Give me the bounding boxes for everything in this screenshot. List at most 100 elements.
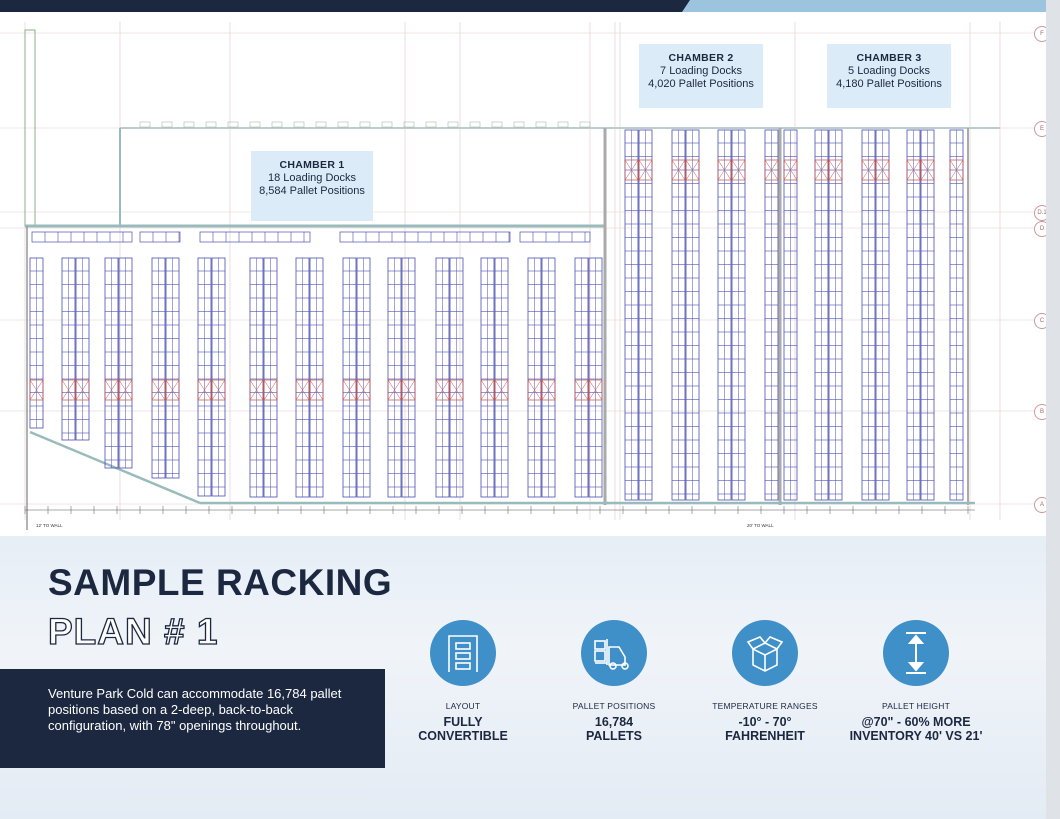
- rack-tunnel-cross: [75, 379, 90, 401]
- rack-row: [31, 231, 133, 243]
- rack-tunnel-cross: [527, 379, 542, 401]
- stat-value: INVENTORY 40' VS 21': [849, 729, 983, 743]
- dock-door: [227, 121, 239, 128]
- rack-tunnel-cross: [906, 159, 921, 181]
- description-box: Venture Park Cold can accommodate 16,784…: [0, 669, 385, 768]
- rack-tunnel: [671, 159, 686, 181]
- rack-tunnel: [165, 379, 180, 401]
- dock-door: [359, 121, 371, 128]
- floor-plan-drawing: [0, 22, 1034, 530]
- rack-tunnel-cross: [875, 159, 890, 181]
- rack-tunnel: [494, 379, 509, 401]
- rack-tunnel: [814, 159, 829, 181]
- page-title: SAMPLE RACKING: [48, 562, 393, 603]
- rack-tunnel: [435, 379, 450, 401]
- rack-tunnel: [295, 379, 310, 401]
- stat-value: CONVERTIBLE: [418, 729, 508, 743]
- rack-tunnel-cross: [263, 379, 278, 401]
- forklift-icon: [581, 620, 647, 686]
- dock-door: [579, 121, 591, 128]
- rack-tunnel-cross: [435, 379, 450, 401]
- chamber-3-label: CHAMBER 3 5 Loading Docks 4,180 Pallet P…: [827, 44, 951, 108]
- box-icon: [732, 620, 798, 686]
- stat-value: @70" - 60% MORE: [861, 715, 971, 729]
- rack-tunnel-cross: [151, 379, 166, 401]
- rack-tunnel: [75, 379, 90, 401]
- page-subtitle: PLAN # 1: [47, 610, 219, 652]
- stat-value: -10° - 70°: [738, 715, 792, 729]
- chamber-pallets: 4,020 Pallet Positions: [648, 78, 754, 90]
- chamber-docks: 5 Loading Docks: [848, 65, 930, 77]
- dock-door: [271, 121, 283, 128]
- rack-tunnel: [449, 379, 464, 401]
- rack-tunnel-cross: [309, 379, 324, 401]
- rack-tunnel-cross: [764, 159, 779, 181]
- rack-tunnel-cross: [295, 379, 310, 401]
- rack-tunnel: [783, 159, 798, 181]
- page-edge: [1046, 0, 1060, 819]
- dock-door: [469, 121, 481, 128]
- dock-door: [139, 121, 151, 128]
- rack-tunnel: [387, 379, 402, 401]
- rack-tunnel-cross: [588, 379, 603, 401]
- chamber-docks: 7 Loading Docks: [660, 65, 742, 77]
- rack-tunnel: [29, 379, 44, 401]
- rack-tunnel: [151, 379, 166, 401]
- rack-tunnel-cross: [165, 379, 180, 401]
- rack-tunnel: [61, 379, 76, 401]
- rack-tunnel: [875, 159, 890, 181]
- chamber-pallets: 8,584 Pallet Positions: [259, 185, 365, 197]
- rack-tunnel-cross: [814, 159, 829, 181]
- rack-tunnel-cross: [494, 379, 509, 401]
- stat-pallet-height: PALLET HEIGHT @70" - 60% MORE INVENTORY …: [841, 620, 991, 743]
- dock-door: [205, 121, 217, 128]
- rack-row: [519, 231, 591, 243]
- rack-tunnel: [401, 379, 416, 401]
- chamber-title: CHAMBER 3: [856, 52, 922, 64]
- rack-tunnel: [717, 159, 732, 181]
- rack-tunnel: [263, 379, 278, 401]
- dock-door: [293, 121, 305, 128]
- chamber-1-label: CHAMBER 1 18 Loading Docks 8,584 Pallet …: [251, 151, 373, 221]
- rack-tunnel: [731, 159, 746, 181]
- stat-value: FAHRENHEIT: [725, 729, 805, 743]
- dock-door: [425, 121, 437, 128]
- rack-tunnel: [356, 379, 371, 401]
- stat-label: LAYOUT: [445, 701, 481, 711]
- dock-door: [381, 121, 393, 128]
- rack-row: [199, 231, 311, 243]
- rack-tunnel: [624, 159, 639, 181]
- rack-tunnel-cross: [61, 379, 76, 401]
- rack-tunnel: [685, 159, 700, 181]
- rack-tunnel: [211, 379, 226, 401]
- rack-tunnel: [588, 379, 603, 401]
- stat-label: PALLET POSITIONS: [572, 701, 656, 711]
- dock-door: [337, 121, 349, 128]
- rack-tunnel-cross: [118, 379, 133, 401]
- rack-tunnel: [764, 159, 779, 181]
- rack-tunnel: [342, 379, 357, 401]
- rack-tunnel-cross: [401, 379, 416, 401]
- rack-tunnel-cross: [574, 379, 589, 401]
- rack-tunnel-cross: [356, 379, 371, 401]
- rack-tunnel-cross: [783, 159, 798, 181]
- rack-tunnel: [574, 379, 589, 401]
- dock-door: [249, 121, 261, 128]
- rack-tunnel-cross: [638, 159, 653, 181]
- header-accent: [682, 0, 1046, 12]
- dock-door: [557, 121, 569, 128]
- rack-tunnel-cross: [671, 159, 686, 181]
- rack-tunnel: [480, 379, 495, 401]
- rack-tunnel-cross: [949, 159, 964, 181]
- stat-label: PALLET HEIGHT: [882, 701, 950, 711]
- rack-tunnel-cross: [541, 379, 556, 401]
- door-icon: [430, 620, 496, 686]
- stat-temperature: TEMPERATURE RANGES -10° - 70° FAHRENHEIT: [690, 620, 840, 743]
- rack-row: [139, 231, 181, 243]
- chamber-2-label: CHAMBER 2 7 Loading Docks 4,020 Pallet P…: [639, 44, 763, 108]
- chamber-pallets: 4,180 Pallet Positions: [836, 78, 942, 90]
- description-text: Venture Park Cold can accommodate 16,784…: [48, 686, 342, 733]
- dock-door: [491, 121, 503, 128]
- rack-tunnel-cross: [624, 159, 639, 181]
- rack-tunnel-cross: [449, 379, 464, 401]
